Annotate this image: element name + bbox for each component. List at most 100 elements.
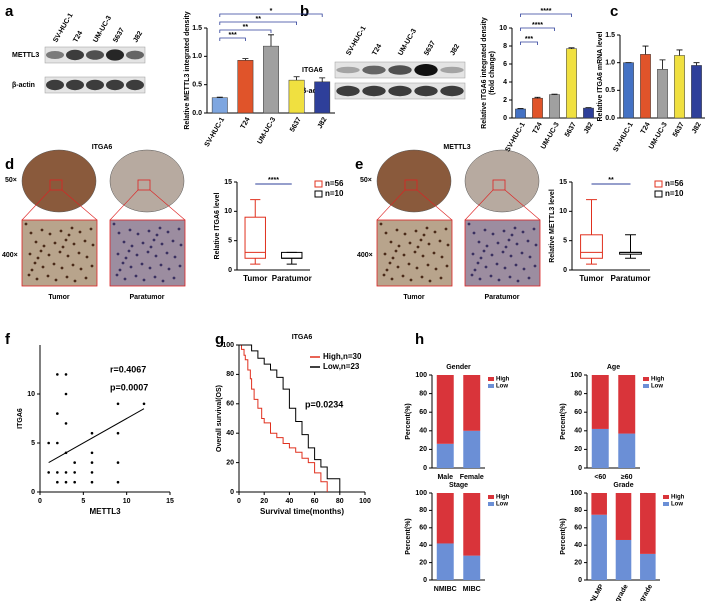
ihc-core <box>376 149 452 213</box>
nucleus <box>177 227 181 231</box>
nucleus <box>65 275 69 279</box>
zoom-line <box>376 189 406 221</box>
x-axis-label: Survival time(months) <box>260 507 344 516</box>
nucleus <box>426 263 430 267</box>
y-tick-label: 40 <box>419 542 427 549</box>
bar <box>566 48 577 119</box>
blot-row-label: β-actin <box>12 82 35 89</box>
y-tick-label: 100 <box>570 372 582 379</box>
chart-title: Gender <box>446 364 471 371</box>
legend-label: High <box>671 495 685 501</box>
nucleus <box>48 232 52 236</box>
blot-band <box>336 66 360 74</box>
annotation: r=0.4067 <box>110 364 146 374</box>
y-tick-label: 1.5 <box>192 25 202 32</box>
nucleus <box>477 240 481 244</box>
panel-label: c <box>610 3 618 20</box>
x-tick-label: 5637 <box>564 121 578 138</box>
legend-label: n=10 <box>665 189 684 198</box>
x-tick-label: UM-UC-3 <box>256 116 277 145</box>
nucleus <box>79 267 83 271</box>
y-tick-label: 40 <box>574 542 582 549</box>
nucleus <box>35 277 39 281</box>
y-tick-label: 20 <box>574 446 582 453</box>
survival-curve <box>239 344 328 492</box>
magnification: 50× <box>360 177 372 184</box>
significance-label: **** <box>268 177 279 184</box>
zoom-line <box>149 189 186 221</box>
error-bar <box>534 96 541 99</box>
y-axis-label: Relative ITGA6 mRNA level <box>597 31 604 121</box>
y-axis-label: Percent(%) <box>405 403 412 440</box>
y-tick-label: 1.0 <box>605 60 615 67</box>
bar <box>532 97 543 119</box>
nucleus <box>59 229 63 233</box>
nucleus <box>58 250 62 254</box>
y-axis-label: Relative METTL3 integrated density <box>184 11 191 129</box>
y-tick-label: 6 <box>503 61 507 68</box>
chart-title: Age <box>607 364 620 371</box>
magnification: 50× <box>5 177 17 184</box>
y-tick-label: 15 <box>559 179 567 186</box>
nucleus <box>528 255 532 259</box>
x-tick-label: PUNLMP <box>585 583 606 601</box>
nucleus <box>427 242 431 246</box>
box <box>281 251 303 259</box>
nucleus <box>388 261 392 265</box>
nucleus <box>516 279 520 283</box>
bar-segment <box>463 555 481 580</box>
blot-band <box>66 79 84 91</box>
bar <box>237 60 254 114</box>
point <box>64 480 68 484</box>
nucleus <box>166 230 170 234</box>
nucleus <box>70 226 74 230</box>
nucleus <box>446 243 450 247</box>
point <box>56 412 59 415</box>
bar <box>674 55 685 119</box>
blot-band <box>86 79 104 91</box>
ihc-column: Paratumor <box>129 294 164 301</box>
nucleus <box>401 274 405 278</box>
ihc-zoom <box>137 179 151 191</box>
bar <box>515 108 526 119</box>
x-tick-label: 15 <box>166 498 174 505</box>
y-tick-label: 10 <box>499 25 507 32</box>
nucleus <box>148 266 152 270</box>
y-tick-label: 40 <box>226 430 234 437</box>
x-tick-label: Tumor <box>243 274 267 283</box>
nucleus <box>140 262 144 266</box>
nucleus <box>434 267 438 271</box>
nucleus <box>40 228 44 232</box>
y-tick-label: 40 <box>419 428 427 435</box>
nucleus <box>128 228 132 232</box>
x-tick-label: Tumor <box>579 274 603 283</box>
whisker <box>586 258 597 265</box>
x-tick-label: Male <box>437 474 453 481</box>
bar <box>211 97 228 114</box>
nucleus <box>415 266 419 270</box>
nucleus <box>33 261 37 265</box>
ihc-zoom <box>404 179 418 191</box>
y-tick-label: 1.5 <box>605 32 615 39</box>
nucleus <box>472 231 476 235</box>
x-tick-label: J82 <box>317 116 329 130</box>
nucleus <box>53 241 57 245</box>
nucleus <box>490 253 494 257</box>
bar-segment <box>436 375 454 444</box>
nucleus <box>41 265 45 269</box>
x-tick-label: T24 <box>640 121 652 135</box>
blot-band <box>86 50 104 60</box>
significance-label: ** <box>243 24 249 31</box>
blot-band <box>106 79 124 91</box>
zoom-line <box>416 189 453 221</box>
nucleus <box>397 244 401 248</box>
bar <box>623 62 634 119</box>
nucleus <box>136 232 140 236</box>
blot-lane-label: SV-HUC-1 <box>345 25 367 57</box>
y-tick-label: 60 <box>574 409 582 416</box>
y-tick-label: 20 <box>226 459 234 466</box>
x-tick-label: T24 <box>240 116 252 130</box>
nucleus <box>91 243 95 247</box>
nucleus <box>419 238 423 242</box>
